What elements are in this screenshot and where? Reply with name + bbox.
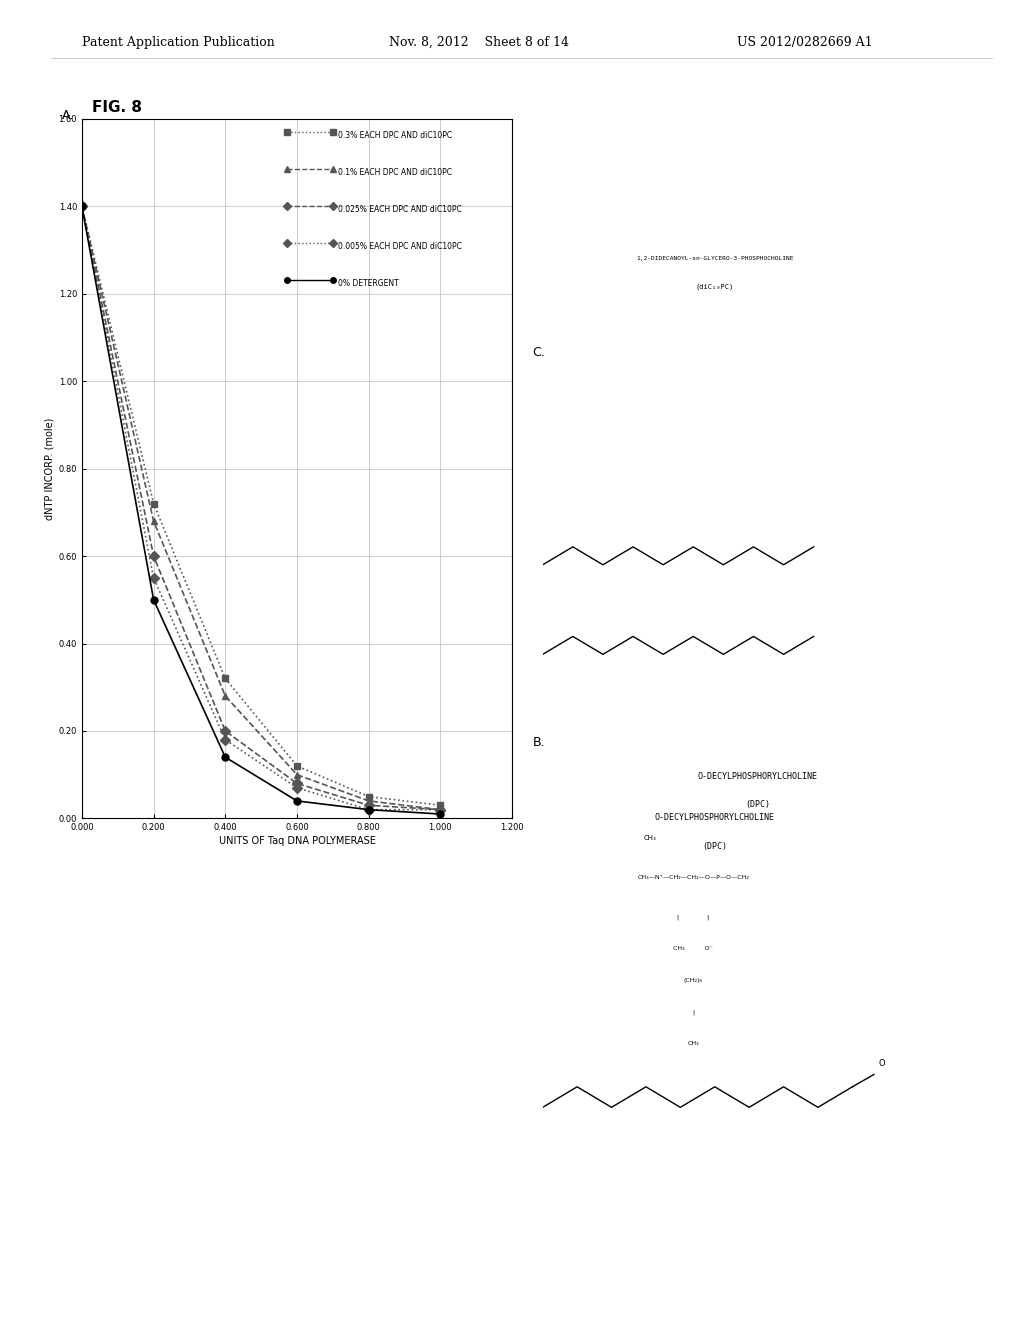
Text: Nov. 8, 2012    Sheet 8 of 14: Nov. 8, 2012 Sheet 8 of 14 — [389, 36, 569, 49]
0.005% EACH DPC AND diC10PC — [76, 198, 88, 214]
Y-axis label: dNTP INCORP. (mole): dNTP INCORP. (mole) — [44, 417, 54, 520]
0% DETERGENT — [147, 591, 160, 607]
Text: FIG. 8: FIG. 8 — [92, 100, 142, 115]
Text: US 2012/0282669 A1: US 2012/0282669 A1 — [737, 36, 872, 49]
0.005% EACH DPC AND diC10PC — [362, 801, 375, 817]
Text: O-DECYLPHOSPHORYLCHOLINE: O-DECYLPHOSPHORYLCHOLINE — [697, 772, 818, 781]
Text: 0.1% EACH DPC AND diC10PC: 0.1% EACH DPC AND diC10PC — [338, 169, 452, 177]
Line: 0% DETERGENT: 0% DETERGENT — [79, 203, 443, 817]
Text: Patent Application Publication: Patent Application Publication — [82, 36, 274, 49]
Text: 1,2-DIDECANOYL-sn-GLYCERO-3-PHOSPHOCHOLINE: 1,2-DIDECANOYL-sn-GLYCERO-3-PHOSPHOCHOLI… — [636, 256, 794, 261]
Text: |              |: | | — [677, 915, 710, 920]
0% DETERGENT — [362, 801, 375, 817]
0.3% EACH DPC AND diC10PC — [362, 788, 375, 804]
Text: O-DECYLPHOSPHORYLCHOLINE: O-DECYLPHOSPHORYLCHOLINE — [654, 813, 775, 822]
Text: A.: A. — [61, 108, 74, 121]
Text: |: | — [692, 1010, 694, 1015]
0.3% EACH DPC AND diC10PC — [147, 495, 160, 511]
Text: (CH₂)₈: (CH₂)₈ — [684, 978, 702, 983]
0% DETERGENT — [219, 750, 231, 766]
0.025% EACH DPC AND diC10PC — [147, 548, 160, 564]
0.3% EACH DPC AND diC10PC — [219, 671, 231, 686]
0.005% EACH DPC AND diC10PC — [147, 570, 160, 586]
Text: 0.025% EACH DPC AND diC10PC: 0.025% EACH DPC AND diC10PC — [338, 206, 462, 214]
Text: (DPC): (DPC) — [702, 842, 727, 850]
0.025% EACH DPC AND diC10PC — [434, 801, 446, 817]
Text: CH₃: CH₃ — [644, 834, 656, 841]
0.025% EACH DPC AND diC10PC — [219, 723, 231, 739]
Text: CH₃: CH₃ — [687, 1041, 699, 1047]
Text: C.: C. — [532, 346, 545, 359]
Line: 0.005% EACH DPC AND diC10PC: 0.005% EACH DPC AND diC10PC — [79, 203, 443, 813]
Line: 0.3% EACH DPC AND diC10PC: 0.3% EACH DPC AND diC10PC — [79, 203, 443, 809]
Text: 0% DETERGENT: 0% DETERGENT — [338, 280, 398, 288]
0.1% EACH DPC AND diC10PC — [76, 198, 88, 214]
Text: B.: B. — [532, 735, 545, 748]
0% DETERGENT — [434, 807, 446, 822]
X-axis label: UNITS OF Taq DNA POLYMERASE: UNITS OF Taq DNA POLYMERASE — [218, 837, 376, 846]
0.3% EACH DPC AND diC10PC — [76, 198, 88, 214]
Text: 0.3% EACH DPC AND diC10PC: 0.3% EACH DPC AND diC10PC — [338, 132, 452, 140]
Line: 0.025% EACH DPC AND diC10PC: 0.025% EACH DPC AND diC10PC — [79, 203, 443, 813]
0.025% EACH DPC AND diC10PC — [291, 775, 303, 791]
0.3% EACH DPC AND diC10PC — [291, 758, 303, 774]
Text: CH₃—N⁺—CH₂—CH₂—O—P—O—CH₂: CH₃—N⁺—CH₂—CH₂—O—P—O—CH₂ — [637, 875, 750, 880]
0.3% EACH DPC AND diC10PC — [434, 797, 446, 813]
0.005% EACH DPC AND diC10PC — [219, 731, 231, 747]
0.005% EACH DPC AND diC10PC — [291, 780, 303, 796]
0.1% EACH DPC AND diC10PC — [147, 513, 160, 529]
Text: (DPC): (DPC) — [745, 800, 770, 809]
Line: 0.1% EACH DPC AND diC10PC: 0.1% EACH DPC AND diC10PC — [79, 203, 443, 813]
Text: O: O — [879, 1059, 885, 1068]
0.005% EACH DPC AND diC10PC — [434, 801, 446, 817]
0.1% EACH DPC AND diC10PC — [362, 793, 375, 809]
0.1% EACH DPC AND diC10PC — [219, 688, 231, 704]
0% DETERGENT — [76, 198, 88, 214]
Text: (diC₁₀PC): (diC₁₀PC) — [695, 284, 734, 290]
Text: CH₃          O⁻: CH₃ O⁻ — [674, 946, 713, 952]
0.1% EACH DPC AND diC10PC — [434, 801, 446, 817]
0.025% EACH DPC AND diC10PC — [76, 198, 88, 214]
0% DETERGENT — [291, 793, 303, 809]
Text: 0.005% EACH DPC AND diC10PC: 0.005% EACH DPC AND diC10PC — [338, 243, 462, 251]
0.025% EACH DPC AND diC10PC — [362, 797, 375, 813]
0.1% EACH DPC AND diC10PC — [291, 767, 303, 783]
